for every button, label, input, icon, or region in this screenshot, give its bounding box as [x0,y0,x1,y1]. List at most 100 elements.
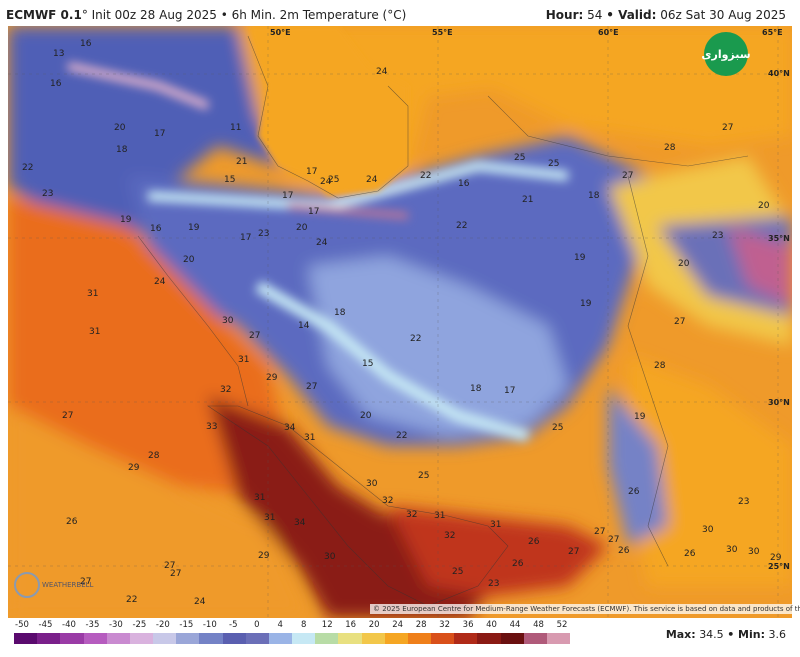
value-label: 28 [664,143,676,153]
max-value: 34.5 [699,628,724,641]
pamir-very-cold [728,226,792,306]
coord-65e: 65°E [762,28,783,37]
central-iran-cool [308,256,568,436]
value-label: 17 [154,129,165,139]
value-label: 30 [366,479,378,489]
value-label: 25 [548,159,559,169]
value-label: 19 [580,299,592,309]
value-label: 23 [712,231,723,241]
value-label: 19 [574,253,586,263]
value-label: 27 [306,382,317,392]
value-label: 31 [238,355,249,365]
colorbar-tick-label: 4 [277,620,283,630]
colorbar-tick-label: -5 [229,620,238,630]
value-label: 19 [634,412,646,422]
value-label: 26 [618,546,630,556]
value-label: 20 [183,255,195,265]
colorbar-tick-label: -50 [15,620,29,630]
value-label: 30 [748,547,760,557]
colorbar-swatch [268,633,293,644]
value-label: 24 [320,177,332,187]
value-label: 25 [328,175,339,185]
value-label: 22 [126,595,137,605]
weatherbell-text: WEATHERBELL [42,581,94,589]
colorbar-swatch [384,633,408,644]
value-label: 20 [678,259,690,269]
colorbar-swatch [477,633,501,644]
coord-55e: 55°E [432,28,453,37]
caspian-shore-streak [287,203,409,219]
value-label: 15 [362,359,373,369]
value-label: 34 [294,518,306,528]
colorbar-swatch [361,633,385,644]
value-label: 32 [220,385,231,395]
header-bar: ECMWF 0.1° Init 00z 28 Aug 2025 • 6h Min… [0,0,800,26]
colorbar-tick-label: 12 [321,620,333,630]
value-label: 23 [488,579,499,589]
value-label: 27 [622,171,633,181]
colorbar-swatch [292,633,316,644]
value-label: 31 [434,511,445,521]
value-label: 25 [552,423,563,433]
colorbar-tick-label: -15 [179,620,194,630]
value-label: 20 [296,223,308,233]
value-label: 27 [608,535,619,545]
colorbar-swatch [523,633,547,644]
value-label: 30 [702,525,714,535]
value-label: 30 [726,545,738,555]
value-label: 27 [62,411,73,421]
value-label: 25 [418,471,429,481]
colorbar-tick-label: 52 [556,620,568,630]
value-label: 16 [458,179,470,189]
hour-label: Hour: [545,8,584,22]
value-label: 25 [514,153,525,163]
value-label: 17 [504,386,515,396]
value-label: 24 [154,277,166,287]
credit-text: © 2025 European Centre for Medium-Range … [370,604,800,614]
western-border [137,235,249,407]
value-label: 28 [654,361,666,371]
value-label: 28 [148,451,160,461]
value-label: 24 [316,238,328,248]
colorbar-swatch [431,633,455,644]
colorbar: -50 -45 -40 -35 -30 -25 -20 -15 -10 -5 0 4 8 12 16 20 24… [14,620,574,656]
colorbar-swatch [222,633,246,644]
colorbar-tick-label: -10 [202,620,217,630]
value-label: 24 [376,67,388,77]
temperature-map[interactable]: 50°E 55°E 60°E 65°E 40°N 35°N 30°N 25°N … [8,26,792,618]
header-title: ECMWF 0.1° Init 00z 28 Aug 2025 • 6h Min… [6,8,406,22]
colorbar-swatches [14,633,571,644]
value-label: 16 [80,39,92,49]
value-label: 26 [628,487,640,497]
colorbar-swatch [153,633,177,644]
zagros-streak [255,280,530,442]
makran-coast-hot [388,506,608,596]
valid-value: 06z Sat 30 Aug 2025 [660,8,786,22]
value-label: 20 [758,201,770,211]
colorbar-swatch [14,633,38,644]
value-label: 29 [258,551,270,561]
colorbar-tick-label: -45 [38,620,53,630]
coord-30n: 30°N [768,398,790,407]
colorbar-tick-label: 40 [486,620,497,630]
value-label: 26 [66,517,78,527]
coord-25n: 25°N [768,562,790,571]
value-label: 33 [206,422,217,432]
coord-60e: 60°E [598,28,619,37]
colorbar-tick-label: 20 [368,620,380,630]
value-label: 34 [284,423,296,433]
value-label: 16 [150,224,162,234]
value-label: 29 [266,373,278,383]
value-label: 17 [282,191,293,201]
value-label: 27 [164,561,175,571]
colorbar-swatch [454,633,478,644]
weatherbell-logo: WEATHERBELL [14,572,93,598]
value-label: 24 [194,597,206,607]
value-label: 27 [594,527,605,537]
value-label: 32 [406,510,417,520]
value-label: 27 [249,331,260,341]
min-label: • Min: [727,628,765,641]
colorbar-swatch [407,633,432,644]
value-label: 31 [89,327,100,337]
caucasus-streak [67,62,210,110]
